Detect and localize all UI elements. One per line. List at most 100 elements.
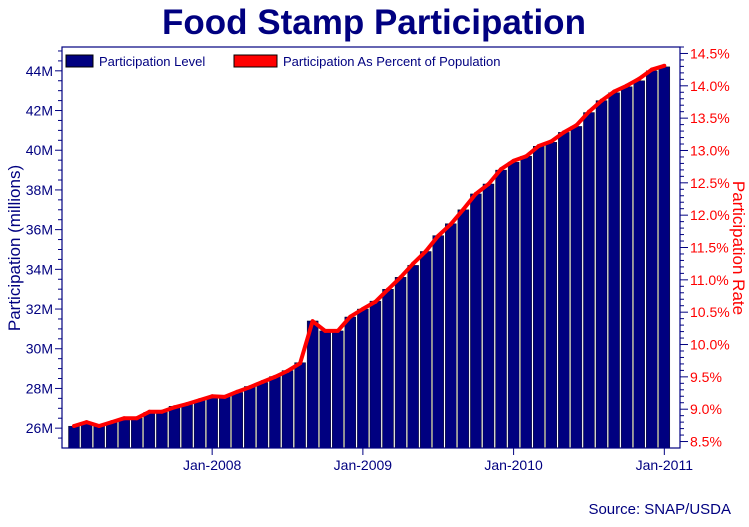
bar — [269, 376, 281, 449]
rate-point — [461, 207, 466, 212]
rate-point — [247, 385, 252, 390]
bar — [193, 400, 206, 449]
bar — [168, 406, 181, 449]
bar — [633, 80, 645, 449]
y-tick-label: 26M — [26, 420, 53, 436]
rate-point — [436, 233, 441, 238]
bar — [658, 66, 671, 449]
bar — [118, 418, 130, 449]
y-tick-label: 28M — [26, 380, 53, 396]
bar — [470, 193, 482, 449]
x-tick-label: Jan-2008 — [183, 457, 242, 473]
rate-point — [84, 420, 89, 425]
bar — [181, 404, 193, 449]
rate-point — [285, 369, 290, 374]
bar — [545, 142, 557, 449]
rate-point — [97, 424, 102, 429]
y2-tick-label: 11.0% — [690, 272, 729, 288]
bar — [419, 251, 432, 449]
rate-point — [386, 287, 390, 292]
rate-point — [360, 306, 365, 311]
y2-tick-label: 11.5% — [690, 240, 729, 256]
bar — [143, 412, 156, 449]
bar — [394, 277, 407, 449]
x-tick-label: Jan-2010 — [484, 457, 543, 473]
rate-point — [197, 398, 202, 403]
bar — [495, 169, 507, 449]
bar — [646, 70, 658, 449]
y-tick-label: 36M — [26, 222, 53, 238]
rate-point — [599, 98, 604, 103]
bar — [332, 330, 344, 449]
rate-point — [649, 67, 654, 72]
bar — [558, 132, 570, 449]
y-tick-label: 42M — [26, 103, 53, 119]
bar — [432, 235, 444, 449]
bar — [620, 86, 633, 449]
chart-title: Food Stamp Participation — [162, 3, 586, 42]
bar — [131, 418, 143, 449]
bar — [156, 412, 168, 449]
bar — [244, 386, 256, 449]
rate-point — [185, 402, 190, 407]
y2-tick-label: 10.5% — [690, 304, 730, 320]
rate-point — [335, 328, 340, 333]
rate-point — [423, 249, 428, 254]
rate-point — [298, 361, 303, 366]
y2-tick-label: 14.5% — [690, 45, 730, 61]
bar — [281, 370, 294, 449]
rate-point — [348, 314, 353, 319]
y-tick-label: 44M — [26, 63, 53, 79]
legend-swatch-bars — [65, 54, 94, 68]
legend-label-bars: Participation Level — [99, 54, 205, 69]
rate-point — [235, 389, 240, 394]
y-axis-label: Participation (millions) — [5, 165, 24, 331]
rate-point — [637, 76, 642, 81]
bar — [294, 362, 306, 449]
bar — [256, 382, 269, 449]
y-tick-label: 30M — [26, 341, 53, 357]
rate-point — [147, 409, 152, 414]
x-tick-label: Jan-2011 — [636, 457, 694, 473]
rate-point — [272, 374, 277, 379]
rate-point — [323, 328, 328, 333]
bar — [382, 288, 394, 449]
rate-point — [624, 83, 629, 88]
bar — [219, 396, 231, 449]
rate-point — [172, 405, 177, 410]
rate-point — [222, 394, 227, 399]
bar — [319, 330, 331, 449]
bar — [407, 265, 419, 449]
rate-point — [499, 167, 504, 172]
rate-point — [561, 130, 566, 135]
legend-label-line: Participation As Percent of Population — [283, 54, 501, 69]
rate-point — [448, 222, 453, 227]
rate-point — [159, 409, 164, 414]
rate-point — [524, 154, 529, 159]
bar — [344, 316, 357, 449]
bar — [206, 396, 218, 449]
bar — [533, 146, 545, 449]
bar — [80, 421, 93, 449]
rate-point — [260, 380, 265, 385]
rate-point — [210, 394, 215, 399]
legend-swatch-line — [233, 54, 278, 68]
rate-point — [373, 299, 378, 304]
y-tick-label: 40M — [26, 142, 53, 158]
bar — [608, 92, 620, 449]
rate-point — [109, 420, 114, 425]
rate-point — [549, 139, 554, 144]
bar — [231, 392, 243, 449]
rate-point — [511, 158, 516, 163]
rate-point — [473, 191, 478, 196]
y2-tick-label: 12.0% — [690, 207, 730, 223]
legend: Participation Level Participation As Per… — [65, 54, 501, 69]
rate-point — [411, 261, 416, 266]
y2-tick-label: 13.0% — [690, 142, 730, 158]
y2-tick-label: 9.0% — [690, 401, 722, 417]
bar — [570, 126, 583, 449]
bar — [93, 425, 105, 449]
rate-point — [310, 319, 315, 324]
rate-point — [134, 416, 139, 421]
